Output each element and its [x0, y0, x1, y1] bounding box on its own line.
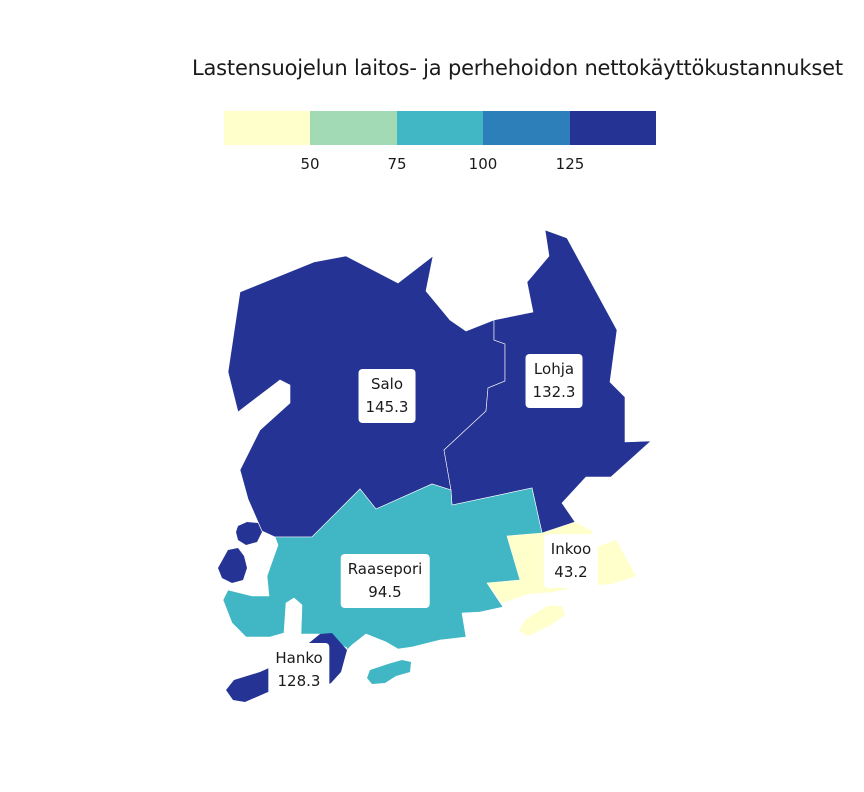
region-name: Salo [370, 375, 404, 393]
region-value: 94.5 [368, 583, 402, 601]
region-name: Lohja [533, 360, 575, 378]
region-salo-island[interactable] [218, 548, 247, 583]
region-value: 145.3 [365, 398, 409, 416]
region-value: 43.2 [554, 563, 588, 581]
legend-swatch-2 [310, 111, 397, 145]
region-name: Raasepori [347, 560, 423, 578]
legend-tick: 50 [300, 155, 320, 173]
legend-swatch-5 [569, 111, 657, 145]
region-raasepori-island[interactable] [367, 660, 411, 684]
region-label-inkoo: Inkoo 43.2 [543, 534, 599, 588]
region-value: 128.3 [277, 672, 321, 690]
legend-tick: 125 [555, 155, 585, 173]
legend-tick: 100 [468, 155, 498, 173]
color-legend [224, 111, 657, 145]
region-value: 132.3 [532, 383, 576, 401]
region-inkoo-island[interactable] [519, 606, 565, 636]
region-label-lohja: Lohja 132.3 [525, 354, 583, 408]
region-salo-island[interactable] [236, 522, 262, 545]
legend-tick: 75 [387, 155, 407, 173]
legend-swatch-1 [224, 111, 311, 145]
legend-swatch-3 [396, 111, 484, 145]
region-label-raasepori: Raasepori 94.5 [340, 554, 430, 608]
region-name: Inkoo [550, 540, 592, 558]
legend-swatch-4 [483, 111, 570, 145]
region-label-hanko: Hanko 128.3 [268, 643, 330, 697]
chart-title: Lastensuojelun laitos- ja perhehoidon ne… [192, 56, 843, 80]
region-label-salo: Salo 145.3 [358, 369, 416, 423]
region-name: Hanko [275, 649, 323, 667]
